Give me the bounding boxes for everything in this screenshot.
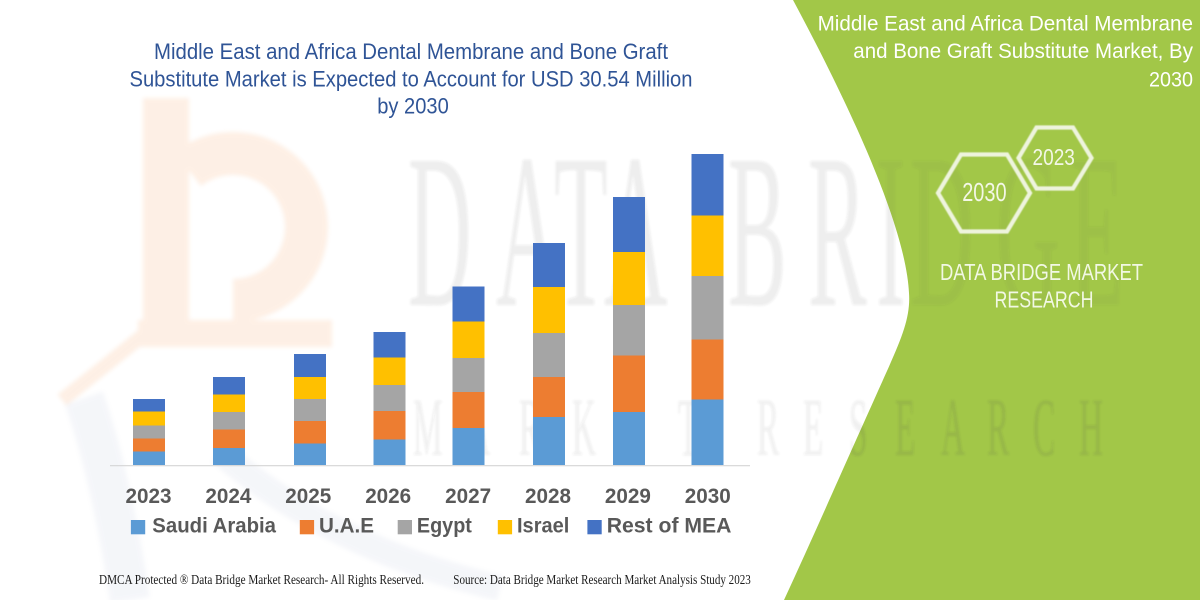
svg-text:R: R [987, 381, 1010, 473]
svg-text:H: H [1079, 381, 1103, 473]
svg-text:2024: 2024 [205, 485, 251, 508]
svg-text:C: C [1033, 381, 1055, 473]
svg-text:R: R [808, 111, 867, 354]
svg-text:Rest of MEA: Rest of MEA [607, 514, 732, 538]
svg-text:2030: 2030 [962, 177, 1006, 207]
svg-text:RESEARCH: RESEARCH [995, 287, 1094, 313]
svg-text:Saudi Arabia: Saudi Arabia [152, 514, 277, 538]
svg-text:Source: Data Bridge Market Res: Source: Data Bridge Market Research Mark… [453, 573, 751, 588]
svg-text:E: E [895, 381, 915, 473]
svg-text:2030: 2030 [1149, 68, 1193, 92]
svg-text:Middle East and Africa Dental: Middle East and Africa Dental Membrane [818, 12, 1193, 36]
svg-text:E: E [1070, 111, 1124, 354]
svg-text:2026: 2026 [365, 485, 411, 508]
svg-text:DMCA Protected ® Data Bridge M: DMCA Protected ® Data Bridge Market Rese… [99, 573, 424, 588]
svg-text:R: R [757, 381, 780, 473]
svg-text:2027: 2027 [445, 485, 491, 508]
svg-text:M: M [413, 381, 443, 473]
svg-text:B: B [728, 111, 787, 354]
svg-text:2025: 2025 [285, 485, 331, 508]
svg-text:DATA BRIDGE MARKET: DATA BRIDGE MARKET [940, 259, 1143, 285]
svg-text:Israel: Israel [517, 514, 569, 538]
svg-text:Substitute Market is Expected: Substitute Market is Expected to Account… [130, 67, 693, 92]
svg-text:2023: 2023 [1033, 144, 1075, 170]
svg-text:2028: 2028 [525, 485, 571, 508]
svg-text:by 2030: by 2030 [377, 94, 449, 119]
svg-text:and Bone Graft Substitute Mark: and Bone Graft Substitute Market, By [853, 39, 1193, 63]
svg-text:U.A.E: U.A.E [319, 514, 374, 538]
svg-text:Middle East and Africa Dental: Middle East and Africa Dental Membrane a… [154, 39, 668, 64]
svg-text:2030: 2030 [685, 485, 731, 508]
svg-text:A: A [941, 381, 965, 473]
svg-text:E: E [803, 381, 823, 473]
svg-text:2029: 2029 [605, 485, 651, 508]
svg-text:2023: 2023 [126, 485, 172, 508]
svg-text:Egypt: Egypt [417, 514, 472, 538]
svg-text:K: K [572, 381, 596, 473]
